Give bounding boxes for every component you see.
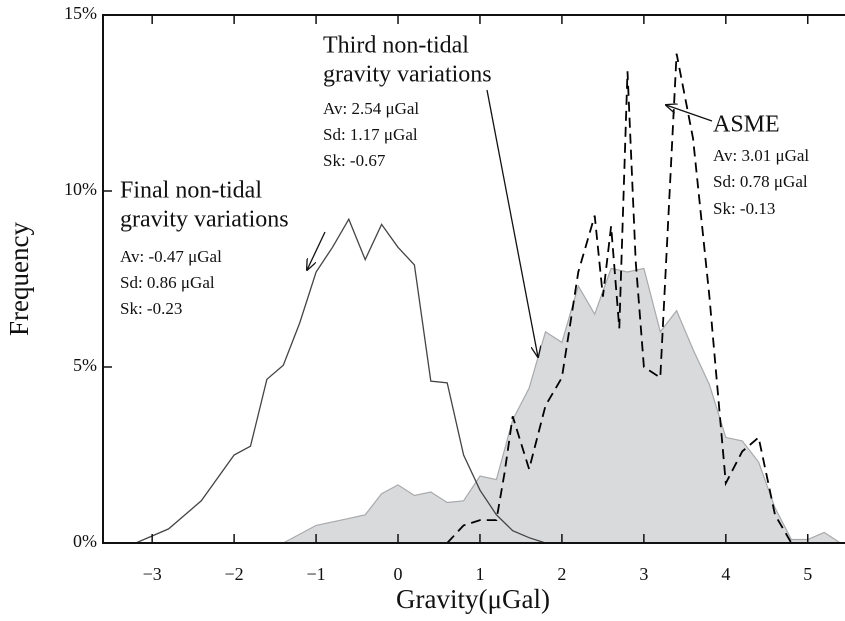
y-tick-label: 10% [64, 179, 97, 199]
area [283, 267, 843, 544]
annotation-stat: Av: 3.01 μGal [713, 146, 809, 165]
arrow [486, 89, 538, 357]
y-tick-label: 15% [64, 3, 97, 23]
annotation-stat: Av: 2.54 μGal [323, 99, 419, 118]
annotation-stat: Sk: -0.13 [713, 199, 775, 218]
x-tick-label: −2 [225, 564, 244, 584]
annotation-title: ASME [713, 112, 780, 138]
annotation-stat: Sd: 0.86 μGal [120, 273, 215, 292]
annotation-title: Third non-tidal [323, 33, 469, 59]
x-tick-label: −1 [306, 564, 325, 584]
arrow [307, 231, 326, 270]
x-tick-label: −3 [143, 564, 162, 584]
x-tick-label: 4 [721, 564, 730, 584]
annotation-title: gravity variations [120, 207, 289, 233]
annotation-title: gravity variations [323, 62, 492, 88]
x-tick-label: 5 [803, 564, 812, 584]
annotation-stat: Av: -0.47 μGal [120, 247, 222, 266]
y-axis-label: Frequency [4, 222, 34, 336]
x-tick-label: 2 [557, 564, 566, 584]
arrow [666, 105, 713, 122]
line [446, 53, 808, 544]
x-tick-label: 0 [394, 564, 403, 584]
annotation-title: Final non-tidal [120, 178, 262, 204]
annotation-stat: Sk: -0.23 [120, 299, 182, 318]
annotation-stat: Sd: 1.17 μGal [323, 125, 418, 144]
y-tick-label: 0% [73, 531, 97, 551]
plot-frame [102, 14, 845, 544]
x-tick-label: 3 [639, 564, 648, 584]
line [111, 217, 546, 544]
plot-area [111, 53, 843, 544]
annotation-stat: Sk: -0.67 [323, 151, 386, 170]
x-tick-label: 1 [475, 564, 484, 584]
annotation-stat: Sd: 0.78 μGal [713, 172, 808, 191]
x-axis-label: Gravity(μGal) [396, 584, 550, 614]
y-tick-label: 5% [73, 355, 97, 375]
